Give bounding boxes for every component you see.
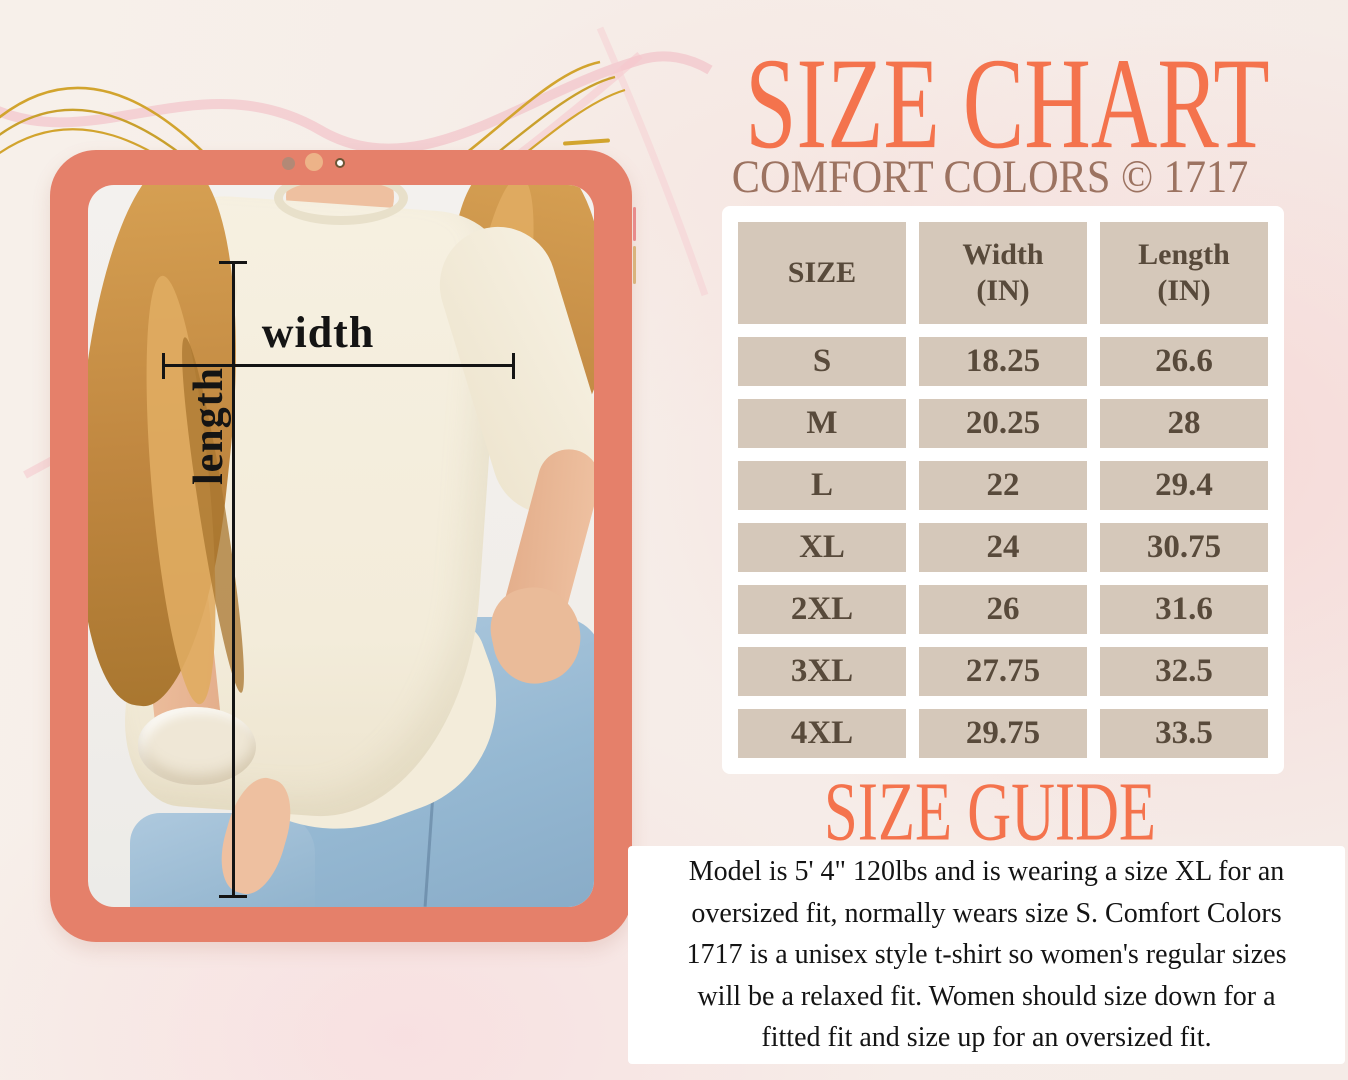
- frame-side-button-tan: [633, 246, 636, 284]
- table-cell-4xl-width: 29.75: [919, 709, 1087, 758]
- table-cell-2xl-size: 2XL: [738, 585, 906, 634]
- table-cell-2xl-width: 26: [919, 585, 1087, 634]
- table-cell-3xl-length: 32.5: [1100, 647, 1268, 696]
- frame-camera-dot-3: [335, 158, 345, 168]
- table-cell-s-width: 18.25: [919, 337, 1087, 386]
- table-cell-m-width: 20.25: [919, 399, 1087, 448]
- width-annotation-label: width: [261, 308, 375, 357]
- size-table: SIZE Width (IN) Length (IN) S 18.25 26.6 M 20.25 2…: [722, 206, 1284, 774]
- page-subtitle: COMFORT COLORS © 1717: [731, 151, 1249, 203]
- frame-camera-dot-2: [305, 153, 323, 171]
- table-cell-s-length: 26.6: [1100, 337, 1268, 386]
- table-cell-4xl-size: 4XL: [738, 709, 906, 758]
- size-guide-box: Model is 5' 4" 120lbs and is wearing a s…: [628, 846, 1345, 1064]
- table-cell-4xl-length: 33.5: [1100, 709, 1268, 758]
- photo-frame: width length: [50, 150, 632, 942]
- frame-camera-dot-1: [282, 157, 295, 170]
- frame-side-button-pink: [633, 207, 636, 241]
- size-guide-text: Model is 5' 4" 120lbs and is wearing a s…: [686, 856, 1287, 1054]
- length-measure-cap-top: [219, 261, 247, 264]
- length-measure-line: [232, 262, 235, 898]
- table-cell-xl-width: 24: [919, 523, 1087, 572]
- table-header-size: SIZE: [738, 222, 906, 324]
- width-measure-cap-right: [512, 353, 515, 379]
- table-cell-m-length: 28: [1100, 399, 1268, 448]
- page-title: SIZE CHART: [745, 30, 1270, 176]
- wrist-scrunchie: [138, 707, 256, 785]
- table-cell-xl-size: XL: [738, 523, 906, 572]
- table-cell-l-size: L: [738, 461, 906, 510]
- table-header-length: Length (IN): [1100, 222, 1268, 324]
- table-cell-3xl-width: 27.75: [919, 647, 1087, 696]
- table-cell-xl-length: 30.75: [1100, 523, 1268, 572]
- table-cell-m-size: M: [738, 399, 906, 448]
- model-photo: width length: [88, 185, 594, 907]
- gold-dash-accent: [562, 138, 611, 146]
- table-cell-l-width: 22: [919, 461, 1087, 510]
- table-header-width: Width (IN): [919, 222, 1087, 324]
- table-cell-l-length: 29.4: [1100, 461, 1268, 510]
- length-measure-cap-bottom: [219, 895, 247, 898]
- tshirt-collar: [274, 185, 408, 225]
- table-cell-3xl-size: 3XL: [738, 647, 906, 696]
- width-measure-line: [164, 364, 515, 367]
- table-cell-2xl-length: 31.6: [1100, 585, 1268, 634]
- length-annotation-label: length: [186, 367, 232, 486]
- width-measure-cap-left: [162, 353, 165, 379]
- size-guide-heading: SIZE GUIDE: [823, 764, 1156, 858]
- table-cell-s-size: S: [738, 337, 906, 386]
